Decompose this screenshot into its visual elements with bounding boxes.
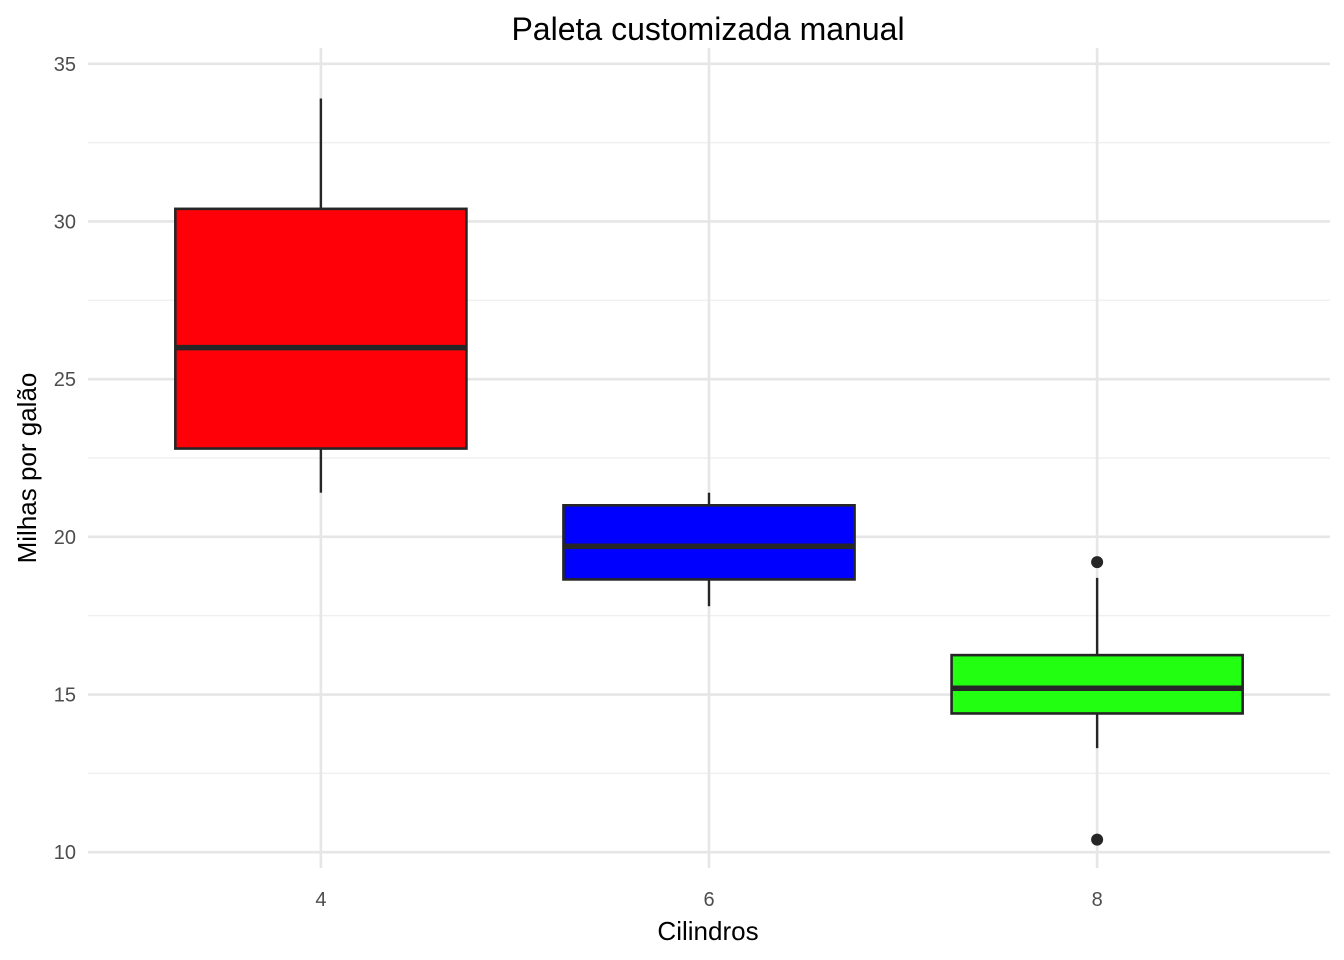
- y-axis-ticks: 10 15 20 25 30 35: [54, 54, 76, 864]
- box-group-4: [174, 98, 468, 493]
- x-axis-ticks: 4 6 8: [315, 889, 1102, 911]
- x-tick-label: 6: [703, 889, 714, 911]
- y-tick-label: 15: [54, 685, 76, 707]
- grid: [88, 48, 1330, 868]
- y-tick-label: 25: [54, 369, 76, 391]
- y-tick-label: 20: [54, 527, 76, 549]
- box-group-8: [950, 556, 1244, 846]
- box: [562, 504, 856, 581]
- box-group-6: [562, 492, 856, 607]
- outlier-point: [1091, 833, 1104, 846]
- box: [950, 653, 1244, 715]
- outlier-point: [1091, 556, 1104, 569]
- x-tick-label: 8: [1092, 889, 1103, 911]
- boxes: [174, 98, 1244, 846]
- y-axis-title: Milhas por galão: [12, 373, 42, 564]
- y-tick-label: 10: [54, 842, 76, 864]
- y-tick-label: 35: [54, 54, 76, 76]
- chart-title: Paleta customizada manual: [511, 11, 904, 47]
- x-axis-title: Cilindros: [657, 916, 758, 946]
- box: [174, 207, 468, 450]
- y-tick-label: 30: [54, 211, 76, 233]
- x-tick-label: 4: [315, 889, 326, 911]
